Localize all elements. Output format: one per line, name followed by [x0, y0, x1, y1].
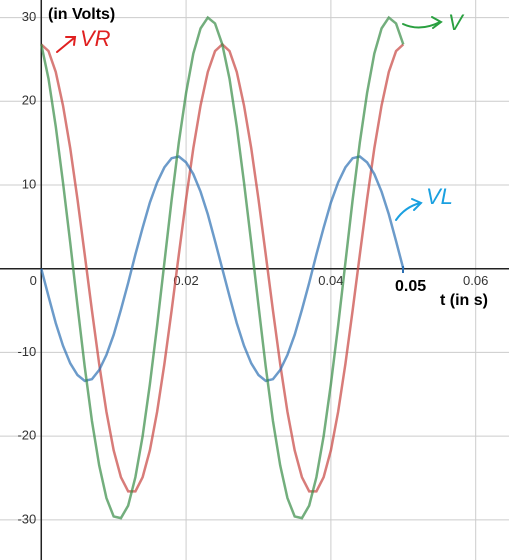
x-axis-title: t (in s)	[440, 292, 488, 309]
x-tick-label: 0.06	[463, 273, 488, 288]
y-tick-label: 10	[22, 176, 36, 191]
series-line	[40, 155, 405, 383]
x-tick-label: 0.02	[173, 273, 198, 288]
y-tick-label: -30	[17, 511, 36, 526]
series-label: V	[448, 10, 465, 35]
series-label: VR	[80, 26, 111, 51]
vl-arrow	[395, 198, 423, 221]
x-marker-label: 0.05	[395, 278, 426, 295]
series-line	[40, 15, 405, 520]
annotation-arrows	[56, 16, 443, 221]
plot-area	[40, 15, 405, 520]
y-tick-label: 30	[22, 9, 36, 24]
x-tick-label: 0	[30, 273, 37, 288]
y-tick-label: 20	[22, 93, 36, 108]
y-axis-title: (in Volts)	[48, 6, 115, 23]
x-tick-label: 0.04	[318, 273, 343, 288]
y-tick-label: -20	[17, 428, 36, 443]
y-tick-label: -10	[17, 344, 36, 359]
series-label: VL	[426, 184, 453, 209]
vr-arrow	[56, 36, 77, 53]
v-arrow	[402, 16, 443, 29]
